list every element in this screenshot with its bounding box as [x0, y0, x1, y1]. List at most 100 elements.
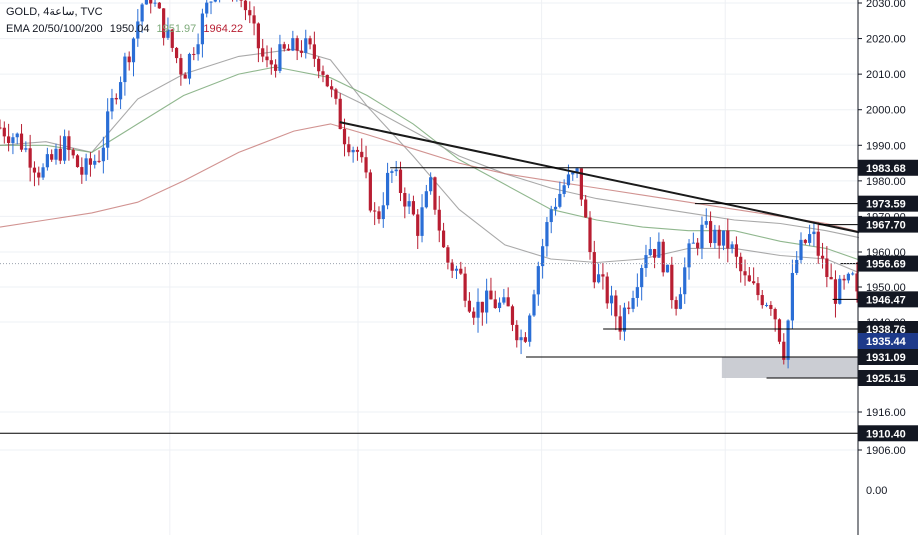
- candle-body: [334, 89, 338, 99]
- candle-body: [519, 337, 523, 341]
- support-zone: [721, 357, 858, 378]
- candle-body: [140, 4, 144, 22]
- candle-body: [446, 247, 450, 263]
- level-tag-1-bg: [858, 195, 918, 212]
- candle-body: [84, 158, 88, 175]
- candle-body: [101, 147, 105, 162]
- level-tag-7: 1925.15: [866, 373, 906, 385]
- candle-body: [752, 281, 756, 284]
- level-tag-6-bg: [858, 349, 918, 365]
- candle-body: [597, 274, 601, 283]
- candle-body: [308, 38, 312, 45]
- candle-body: [261, 48, 265, 57]
- level-tag-0: 1983.68: [866, 163, 906, 175]
- candle-body: [209, 1, 213, 3]
- candle-body: [162, 8, 166, 38]
- candle-body: [274, 64, 278, 71]
- candle-body: [536, 266, 540, 295]
- candle-body: [265, 56, 269, 61]
- candle-body: [622, 307, 627, 332]
- candle-body: [562, 185, 566, 194]
- candle-body: [584, 199, 588, 218]
- resistance-trendline: [339, 121, 877, 237]
- candle-body: [54, 148, 58, 160]
- candle-body: [808, 234, 812, 243]
- candle-body: [640, 268, 644, 288]
- candle-body: [549, 209, 553, 223]
- candle-body: [239, 0, 243, 1]
- candle-body: [106, 111, 110, 148]
- candle-body: [286, 48, 291, 51]
- candle-body: [398, 169, 403, 194]
- candle-body: [131, 38, 136, 63]
- candle-body: [609, 295, 614, 304]
- level-tag-0-bg: [858, 159, 918, 176]
- candle-body: [88, 158, 93, 165]
- candle-body: [32, 167, 37, 173]
- y-tick-label-5: 1980.00: [866, 176, 906, 188]
- candle-body: [700, 224, 704, 249]
- candle-body: [123, 56, 127, 83]
- candle-body: [278, 44, 282, 71]
- y-tick-label-zero: 0.00: [866, 485, 887, 497]
- candle-body: [579, 168, 583, 200]
- candle-body: [252, 15, 256, 24]
- candle-body: [282, 44, 286, 49]
- candle-body: [825, 258, 829, 278]
- candle-body: [342, 128, 347, 145]
- candle-body: [851, 273, 855, 275]
- candle-body: [110, 97, 114, 112]
- candle-body: [782, 341, 786, 360]
- candle-body: [295, 38, 299, 51]
- candle-body: [717, 229, 721, 246]
- candle-body: [321, 71, 325, 75]
- candle-body: [627, 307, 631, 309]
- y-tick-label-3: 2000.00: [866, 105, 906, 117]
- candle-body: [183, 74, 187, 79]
- candle-body: [665, 264, 670, 273]
- candle-body: [15, 133, 19, 138]
- candle-body: [433, 177, 437, 210]
- candle-body: [497, 302, 502, 309]
- candle-body: [256, 23, 260, 49]
- candle-body: [489, 290, 493, 300]
- chart-legend: GOLD, 4ساعة, TVC EMA 20/50/100/200 1950.…: [6, 4, 251, 38]
- candle-body: [153, 2, 157, 4]
- candle-body: [360, 151, 364, 158]
- candle-body: [364, 157, 368, 173]
- candle-body: [459, 268, 463, 274]
- candle-body: [149, 0, 153, 4]
- candle-body: [803, 239, 807, 243]
- candle-body: [71, 149, 75, 156]
- candle-body: [631, 297, 635, 309]
- candle-body: [696, 242, 700, 249]
- candle-body: [575, 168, 579, 173]
- candle-body: [424, 191, 428, 208]
- candle-body: [377, 211, 381, 220]
- candle-body: [75, 155, 80, 168]
- candle-body: [790, 272, 794, 321]
- candle-body: [200, 13, 205, 45]
- candle-body: [704, 221, 708, 225]
- candle-body: [816, 231, 820, 256]
- candle-body: [730, 244, 734, 249]
- level-tag-2: 1967.70: [866, 220, 906, 232]
- candle-body: [820, 255, 825, 259]
- candle-body: [571, 172, 575, 175]
- candle-body: [566, 174, 571, 186]
- candle-body: [674, 300, 678, 309]
- candle-body: [670, 264, 674, 301]
- candle-body: [618, 316, 622, 332]
- candle-body: [769, 304, 773, 310]
- level-tag-8-bg: [858, 425, 918, 442]
- candle-body: [454, 268, 459, 271]
- y-tick-label-10: 1916.00: [866, 407, 906, 419]
- candle-body: [691, 242, 695, 244]
- candle-body: [558, 193, 562, 207]
- ema-value-1: 1950.04: [109, 23, 150, 35]
- candle-body: [373, 210, 377, 212]
- candle-body: [11, 137, 15, 144]
- candle-body: [62, 136, 67, 161]
